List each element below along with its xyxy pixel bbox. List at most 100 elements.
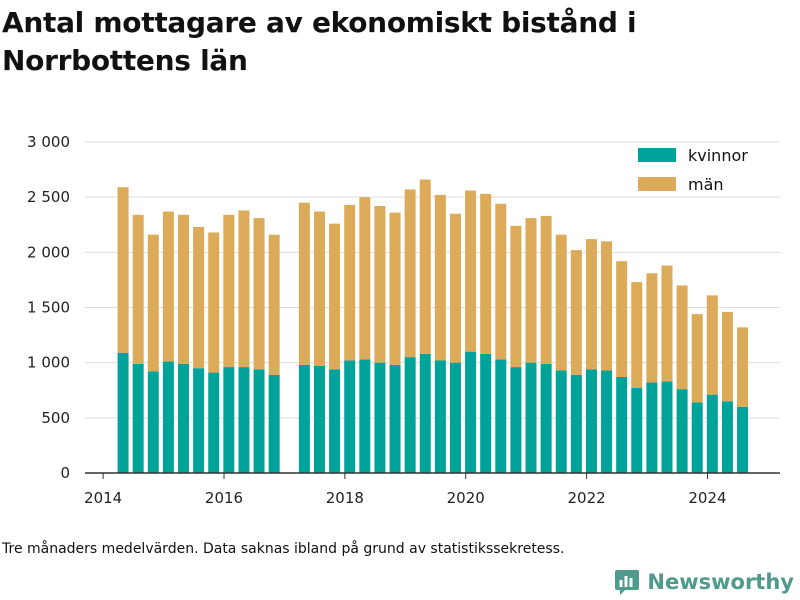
bar-man bbox=[253, 218, 265, 370]
bar-man bbox=[495, 203, 507, 360]
bar-man bbox=[616, 261, 628, 378]
bar-kvinnor bbox=[223, 367, 235, 473]
bar-kvinnor bbox=[329, 369, 341, 473]
bar-man bbox=[691, 314, 703, 403]
bar-kvinnor bbox=[540, 363, 552, 473]
bar-man bbox=[147, 234, 159, 372]
bar-man bbox=[238, 210, 250, 368]
y-tick-label: 2 000 bbox=[27, 243, 70, 261]
x-tick-label: 2018 bbox=[326, 489, 364, 507]
bar-kvinnor bbox=[570, 374, 582, 473]
bar-man bbox=[313, 211, 325, 366]
y-tick-label: 1 000 bbox=[27, 354, 70, 372]
bar-man bbox=[646, 273, 658, 383]
bar-kvinnor bbox=[676, 389, 688, 473]
bar-kvinnor bbox=[193, 368, 205, 473]
legend-swatch bbox=[638, 177, 676, 191]
bar-man bbox=[737, 327, 749, 407]
bar-kvinnor bbox=[495, 359, 507, 473]
x-tick-label: 2024 bbox=[688, 489, 726, 507]
bar-man bbox=[510, 225, 522, 368]
bar-kvinnor bbox=[419, 353, 431, 473]
bar-kvinnor bbox=[585, 369, 597, 473]
brand-logo: Newsworthy bbox=[614, 568, 794, 596]
bars bbox=[117, 179, 749, 473]
y-tick-label: 3 000 bbox=[27, 133, 70, 151]
bar-kvinnor bbox=[555, 370, 567, 473]
bar-man bbox=[585, 239, 597, 370]
bar-kvinnor bbox=[298, 364, 310, 473]
newsworthy-logo-icon bbox=[615, 570, 640, 595]
legend: kvinnor män bbox=[638, 146, 748, 194]
bar-kvinnor bbox=[268, 374, 280, 473]
bar-man bbox=[193, 226, 205, 369]
bar-kvinnor bbox=[631, 388, 643, 473]
bar-kvinnor bbox=[691, 402, 703, 473]
bar-man bbox=[208, 232, 220, 373]
bar-kvinnor bbox=[646, 382, 658, 473]
bar-man bbox=[223, 214, 235, 368]
bar-man bbox=[162, 211, 174, 362]
legend-swatch bbox=[638, 148, 676, 162]
bar-man bbox=[480, 193, 492, 354]
bar-man bbox=[359, 197, 371, 360]
bar-man bbox=[540, 215, 552, 364]
bar-man bbox=[389, 212, 401, 365]
bar-kvinnor bbox=[132, 363, 144, 473]
bar-kvinnor bbox=[661, 381, 673, 473]
bar-man bbox=[661, 265, 673, 382]
bar-kvinnor bbox=[178, 363, 190, 473]
stacked-bar-chart: 0 500 1 000 1 500 2 000 2 500 3 000 2014 2016 201… bbox=[27, 133, 780, 507]
y-tick-label: 500 bbox=[41, 409, 70, 427]
bar-man bbox=[374, 205, 386, 363]
legend-label: kvinnor bbox=[688, 146, 748, 165]
bar-kvinnor bbox=[374, 362, 386, 473]
bar-kvinnor bbox=[404, 357, 416, 473]
bar-man bbox=[601, 241, 613, 371]
bar-man bbox=[419, 179, 431, 354]
y-tick-label: 1 500 bbox=[27, 299, 70, 317]
bar-man bbox=[434, 194, 446, 361]
bar-man bbox=[721, 311, 733, 402]
bar-man bbox=[268, 234, 280, 375]
bar-man bbox=[329, 223, 341, 370]
bar-man bbox=[465, 190, 477, 352]
bar-man bbox=[404, 189, 416, 358]
bar-kvinnor bbox=[389, 364, 401, 473]
y-tick-label: 0 bbox=[60, 464, 70, 482]
bar-kvinnor bbox=[147, 371, 159, 473]
brand-name: Newsworthy bbox=[647, 570, 794, 594]
bar-man bbox=[117, 187, 129, 353]
bar-man bbox=[525, 218, 537, 363]
x-tick-label: 2016 bbox=[205, 489, 243, 507]
bar-man bbox=[555, 234, 567, 371]
bar-kvinnor bbox=[525, 362, 537, 473]
bar-kvinnor bbox=[117, 352, 129, 473]
bar-kvinnor bbox=[238, 367, 250, 473]
bar-kvinnor bbox=[449, 362, 461, 473]
bar-kvinnor bbox=[601, 370, 613, 473]
legend-label: män bbox=[688, 175, 724, 194]
bar-kvinnor bbox=[208, 372, 220, 473]
bar-kvinnor bbox=[253, 369, 265, 473]
bar-man bbox=[449, 213, 461, 363]
chart-title: Antal mottagare av ekonomiskt bistånd i … bbox=[2, 6, 637, 77]
bar-kvinnor bbox=[721, 401, 733, 473]
axes: 0 500 1 000 1 500 2 000 2 500 3 000 2014 2016 201… bbox=[27, 133, 780, 507]
bar-kvinnor bbox=[359, 359, 371, 473]
bar-kvinnor bbox=[616, 377, 628, 473]
x-tick-label: 2022 bbox=[568, 489, 606, 507]
bar-man bbox=[132, 214, 144, 364]
bar-man bbox=[178, 214, 190, 364]
bar-man bbox=[298, 202, 310, 365]
bar-kvinnor bbox=[480, 353, 492, 473]
bar-kvinnor bbox=[344, 360, 356, 473]
x-tick-label: 2020 bbox=[447, 489, 485, 507]
bar-man bbox=[570, 250, 582, 375]
bar-kvinnor bbox=[737, 406, 749, 473]
bar-kvinnor bbox=[510, 367, 522, 473]
bar-man bbox=[631, 282, 643, 389]
bar-kvinnor bbox=[434, 360, 446, 473]
footnote: Tre månaders medelvärden. Data saknas ib… bbox=[2, 541, 565, 557]
bar-man bbox=[344, 204, 356, 361]
